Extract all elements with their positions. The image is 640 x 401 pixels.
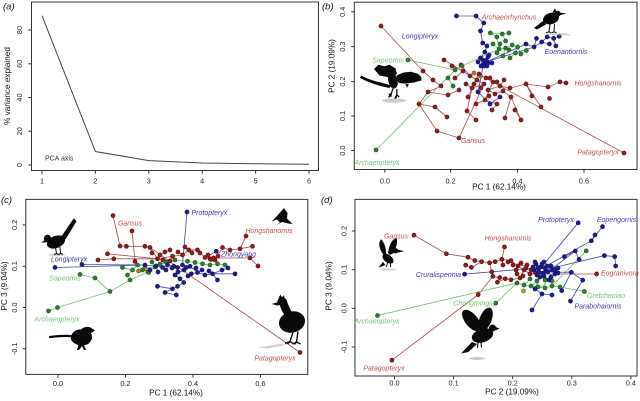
svg-text:Eogranivora: Eogranivora bbox=[601, 271, 639, 278]
svg-text:Patagopteryx: Patagopteryx bbox=[254, 356, 296, 363]
svg-text:0.2: 0.2 bbox=[120, 379, 130, 388]
svg-text:PC 2 (19.09%): PC 2 (19.09%) bbox=[328, 39, 337, 93]
svg-text:4: 4 bbox=[200, 176, 204, 185]
svg-text:Eopengornis: Eopengornis bbox=[597, 217, 637, 224]
svg-text:0.2: 0.2 bbox=[10, 220, 19, 230]
svg-text:PC 3 (9.04%): PC 3 (9.04%) bbox=[0, 261, 9, 310]
svg-text:(c): (c) bbox=[1, 195, 12, 206]
svg-text:1: 1 bbox=[40, 176, 44, 185]
svg-text:0.2: 0.2 bbox=[446, 177, 456, 186]
svg-text:0.1: 0.1 bbox=[339, 265, 348, 275]
svg-text:Gansus: Gansus bbox=[384, 234, 409, 241]
svg-text:0.2: 0.2 bbox=[338, 77, 347, 87]
svg-text:3: 3 bbox=[147, 176, 151, 185]
svg-text:Eoenantiornis: Eoenantiornis bbox=[545, 49, 588, 56]
svg-text:(d): (d) bbox=[321, 195, 333, 206]
svg-text:Hongshanornis: Hongshanornis bbox=[245, 228, 293, 235]
svg-text:Longipteryx: Longipteryx bbox=[402, 34, 439, 41]
svg-text:0.2: 0.2 bbox=[508, 379, 518, 388]
svg-text:PC 1 (62.14%): PC 1 (62.14%) bbox=[149, 389, 203, 398]
svg-text:% variance explained: % variance explained bbox=[3, 47, 12, 125]
svg-text:Hongshanornis: Hongshanornis bbox=[484, 236, 532, 243]
svg-text:PCA axis: PCA axis bbox=[45, 156, 74, 163]
svg-text:0.6: 0.6 bbox=[579, 177, 589, 186]
svg-text:Archaeopteryx: Archaeopteryx bbox=[33, 317, 80, 324]
svg-text:0.6: 0.6 bbox=[255, 379, 265, 388]
svg-text:(a): (a) bbox=[3, 2, 15, 13]
svg-text:-0.1: -0.1 bbox=[10, 343, 19, 356]
svg-text:2: 2 bbox=[93, 176, 97, 185]
svg-text:Sapeornis: Sapeornis bbox=[49, 276, 81, 283]
svg-text:Gretcheniao: Gretcheniao bbox=[587, 293, 625, 300]
svg-text:-0.1: -0.1 bbox=[339, 341, 348, 354]
svg-text:Sapeornis: Sapeornis bbox=[372, 58, 404, 65]
svg-text:0.0: 0.0 bbox=[339, 303, 348, 313]
svg-text:0.0: 0.0 bbox=[10, 302, 19, 312]
svg-text:Parabohaiornis: Parabohaiornis bbox=[574, 304, 622, 311]
svg-text:PC 2 (19.09%): PC 2 (19.09%) bbox=[485, 388, 539, 397]
svg-text:0.4: 0.4 bbox=[188, 379, 198, 388]
svg-text:Archaeopteryx: Archaeopteryx bbox=[353, 160, 400, 167]
svg-text:Archaeopteryx: Archaeopteryx bbox=[353, 319, 400, 326]
svg-text:Patagopteryx: Patagopteryx bbox=[363, 366, 405, 373]
svg-text:0.1: 0.1 bbox=[338, 111, 347, 121]
svg-text:0: 0 bbox=[15, 163, 24, 167]
svg-text:60: 60 bbox=[15, 60, 24, 68]
svg-text:6: 6 bbox=[307, 176, 311, 185]
svg-text:Protopteryx: Protopteryx bbox=[538, 217, 574, 224]
svg-text:0.4: 0.4 bbox=[338, 7, 347, 17]
svg-text:80: 80 bbox=[15, 26, 24, 34]
svg-text:Patagopteryx: Patagopteryx bbox=[577, 150, 619, 157]
svg-text:0.0: 0.0 bbox=[389, 379, 399, 388]
svg-text:Hongshanornis: Hongshanornis bbox=[574, 81, 622, 88]
svg-text:Cruralispennia: Cruralispennia bbox=[416, 272, 461, 279]
svg-text:Chongmingia: Chongmingia bbox=[453, 301, 494, 308]
svg-text:0.3: 0.3 bbox=[338, 42, 347, 52]
svg-text:0.0: 0.0 bbox=[53, 379, 63, 388]
svg-text:20: 20 bbox=[15, 127, 24, 135]
svg-text:Gansus: Gansus bbox=[461, 138, 486, 145]
svg-text:0.1: 0.1 bbox=[10, 261, 19, 271]
svg-text:0.0: 0.0 bbox=[380, 177, 390, 186]
svg-text:(b): (b) bbox=[322, 2, 334, 13]
svg-text:Gansus: Gansus bbox=[118, 221, 143, 228]
svg-text:0.2: 0.2 bbox=[339, 226, 348, 236]
svg-text:Zhongyang: Zhongyang bbox=[220, 252, 256, 259]
svg-text:Protopteryx: Protopteryx bbox=[192, 210, 228, 217]
svg-text:0.4: 0.4 bbox=[512, 177, 522, 186]
svg-text:0.0: 0.0 bbox=[338, 145, 347, 155]
svg-text:Longipteryx: Longipteryx bbox=[51, 257, 88, 264]
svg-text:PC 1 (62.14%): PC 1 (62.14%) bbox=[472, 183, 526, 192]
svg-text:0.3: 0.3 bbox=[567, 379, 577, 388]
svg-text:0.1: 0.1 bbox=[449, 379, 459, 388]
svg-text:PC 3 (9.04%): PC 3 (9.04%) bbox=[325, 261, 334, 310]
svg-text:0.4: 0.4 bbox=[626, 379, 636, 388]
svg-text:40: 40 bbox=[15, 93, 24, 101]
svg-text:Archaeorhynchus: Archaeorhynchus bbox=[481, 15, 537, 22]
svg-text:5: 5 bbox=[254, 176, 258, 185]
